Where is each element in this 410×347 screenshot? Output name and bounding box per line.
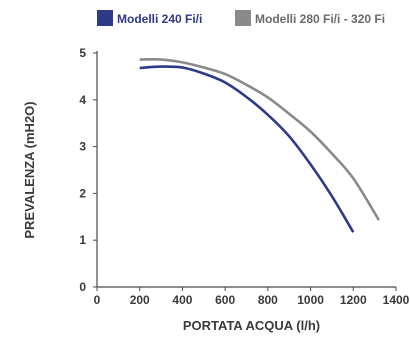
series-line-1 xyxy=(139,58,381,221)
y-tick-label: 5 xyxy=(79,46,86,60)
legend-swatch-1 xyxy=(235,10,251,26)
axes: 0 200 400 600 800 1000 1200 1400 0 1 2 3 4 5 xyxy=(79,46,409,307)
y-tick-label: 2 xyxy=(79,186,86,200)
axis-labels: PORTATA ACQUA (l/h) PREVALENZA (mH2O) xyxy=(22,101,320,333)
x-axis-title: PORTATA ACQUA (l/h) xyxy=(183,318,320,333)
x-tick-label: 1000 xyxy=(297,293,324,307)
x-tick-label: 600 xyxy=(215,293,235,307)
legend-swatch-0 xyxy=(97,10,113,26)
series-lines xyxy=(139,58,381,233)
series-line-0 xyxy=(139,65,355,233)
y-tick-label: 3 xyxy=(79,140,86,154)
x-tick-label: 0 xyxy=(94,293,101,307)
x-tick-label: 800 xyxy=(258,293,278,307)
x-tick-label: 200 xyxy=(130,293,150,307)
y-tick-label: 0 xyxy=(79,280,86,294)
x-tick-label: 400 xyxy=(172,293,192,307)
x-tick-label: 1200 xyxy=(340,293,367,307)
legend-label-0: Modelli 240 Fi/i xyxy=(117,12,202,26)
legend: Modelli 240 Fi/i Modelli 280 Fi/i - 320 F… xyxy=(97,10,385,26)
y-axis-title: PREVALENZA (mH2O) xyxy=(22,101,37,238)
legend-label-1: Modelli 280 Fi/i - 320 Fi xyxy=(255,12,385,26)
y-tick-label: 4 xyxy=(79,93,86,107)
y-tick-label: 1 xyxy=(79,233,86,247)
x-tick-label: 1400 xyxy=(383,293,410,307)
